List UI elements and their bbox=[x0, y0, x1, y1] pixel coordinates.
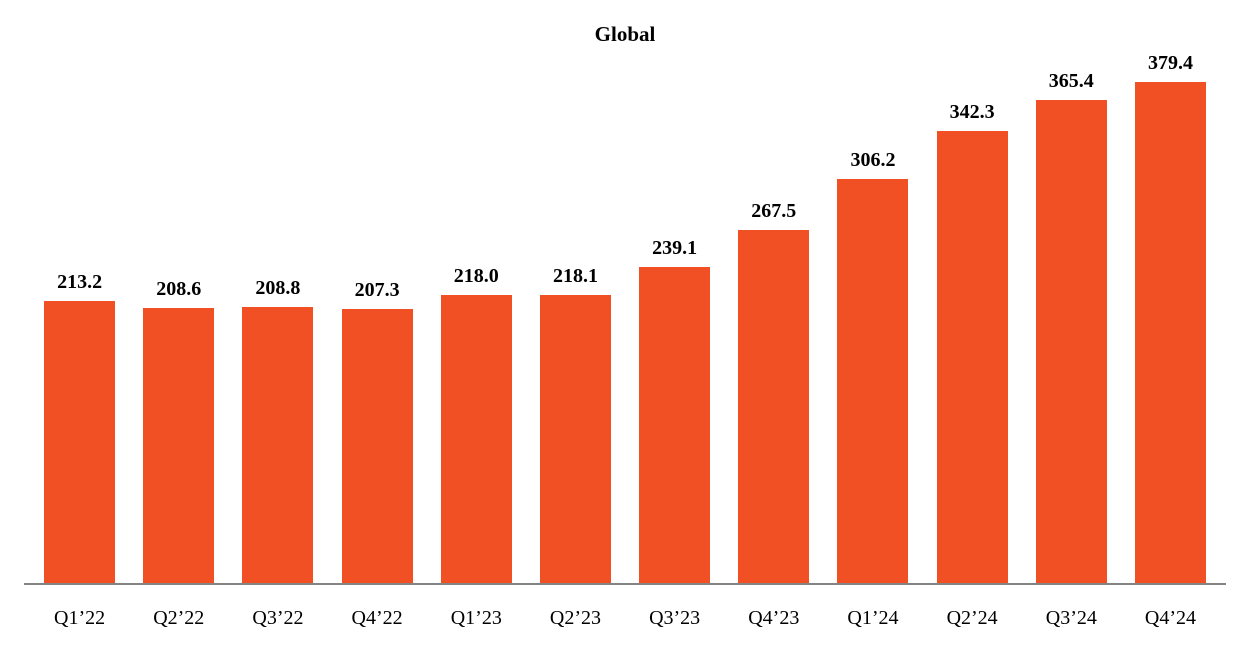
bar-column: 207.3 bbox=[328, 43, 427, 583]
x-axis-tick-label: Q1’23 bbox=[450, 607, 502, 629]
x-axis-labels: Q1’22 Q2’22 Q3’22 Q4’22 Q1’23 Q2’23 Q3’23 Q4’23… bbox=[30, 607, 1220, 630]
bar-value-label: 218.1 bbox=[552, 265, 598, 287]
bar bbox=[440, 295, 512, 583]
plot-area: 213.2 208.6 208.8 207.3 218.0 218.1 239.1 267.5… bbox=[30, 43, 1220, 583]
bar-column: 213.2 bbox=[30, 43, 129, 583]
x-axis-tick-label: Q2’23 bbox=[549, 607, 601, 629]
x-axis-tick-label: Q1’22 bbox=[54, 607, 106, 629]
bar-value-label: 208.8 bbox=[255, 277, 301, 299]
bar-value-label: 342.3 bbox=[949, 101, 995, 123]
bar-column: 239.1 bbox=[625, 43, 724, 583]
x-axis-tick-label: Q1’24 bbox=[847, 607, 899, 629]
bar-column: 208.8 bbox=[228, 43, 327, 583]
bar bbox=[539, 295, 611, 583]
bar-column: 218.0 bbox=[427, 43, 526, 583]
x-axis-tick-label: Q2’24 bbox=[946, 607, 998, 629]
bar-value-label: 267.5 bbox=[751, 200, 797, 222]
bar bbox=[837, 179, 909, 583]
bar bbox=[1035, 100, 1107, 583]
bar bbox=[242, 307, 314, 583]
bar-value-label: 208.6 bbox=[156, 278, 202, 300]
bar-column: 342.3 bbox=[923, 43, 1022, 583]
bar-column: 306.2 bbox=[823, 43, 922, 583]
x-axis-tick-label: Q4’22 bbox=[351, 607, 403, 629]
bar bbox=[341, 309, 413, 583]
bar bbox=[143, 308, 215, 583]
bar-value-label: 213.2 bbox=[57, 271, 103, 293]
bar-value-label: 207.3 bbox=[354, 279, 400, 301]
bar bbox=[639, 267, 711, 583]
bar-column: 267.5 bbox=[724, 43, 823, 583]
x-axis-tick-label: Q4’24 bbox=[1144, 607, 1197, 629]
x-axis-tick-label: Q3’23 bbox=[649, 607, 701, 629]
bar bbox=[1134, 82, 1206, 583]
bar-value-label: 218.0 bbox=[453, 265, 499, 287]
bar bbox=[44, 301, 116, 583]
bar bbox=[738, 230, 810, 583]
bar-column: 208.6 bbox=[129, 43, 228, 583]
chart-title: Global bbox=[594, 22, 656, 46]
bar-value-label: 306.2 bbox=[850, 149, 896, 171]
x-axis-tick-label: Q4’23 bbox=[748, 607, 800, 629]
x-axis-line bbox=[24, 583, 1226, 585]
x-axis-tick-label: Q3’24 bbox=[1045, 607, 1097, 629]
bar-column: 218.1 bbox=[526, 43, 625, 583]
x-axis-tick-label: Q3’22 bbox=[252, 607, 304, 629]
bar-value-label: 239.1 bbox=[652, 237, 698, 259]
bar-column: 365.4 bbox=[1022, 43, 1121, 583]
bar-value-label: 365.4 bbox=[1048, 70, 1094, 92]
x-axis-tick-label: Q2’22 bbox=[153, 607, 205, 629]
bar-column: 379.4 bbox=[1121, 43, 1220, 583]
bar-value-label: 379.4 bbox=[1147, 52, 1193, 74]
bar bbox=[936, 131, 1008, 583]
